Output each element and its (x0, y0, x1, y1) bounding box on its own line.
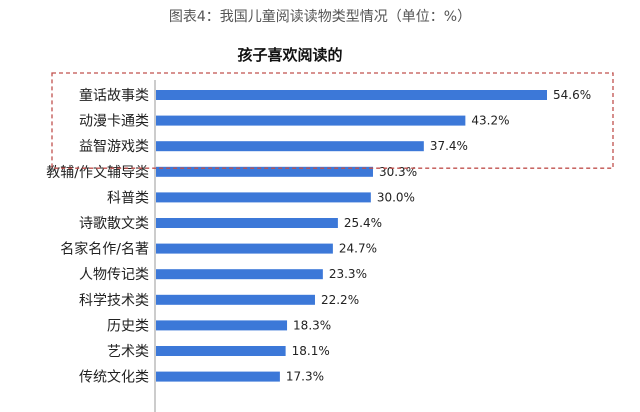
value-label: 37.4% (430, 139, 468, 153)
value-label: 22.2% (321, 293, 359, 307)
category-label: 科学技术类 (79, 293, 149, 309)
bar (156, 192, 371, 203)
bar (156, 141, 424, 152)
category-label: 动漫卡通类 (79, 114, 149, 130)
bar (156, 90, 547, 100)
category-label: 诗歌散文类 (79, 216, 149, 232)
category-label: 传统文化类 (79, 370, 149, 386)
bar (156, 320, 288, 331)
category-label: 科普类 (107, 190, 149, 206)
category-label: 教辅/作文辅导类 (46, 165, 149, 181)
bar (156, 243, 333, 254)
highlight-box (51, 72, 614, 169)
value-label: 43.2% (471, 114, 509, 128)
category-label: 艺术类 (107, 344, 149, 360)
bar (156, 371, 280, 382)
value-label: 18.3% (293, 318, 331, 332)
chart-title: 孩子喜欢阅读的 (237, 46, 343, 64)
value-label: 24.7% (339, 242, 377, 256)
bar (156, 346, 286, 356)
value-label: 23.3% (329, 267, 367, 281)
value-label: 30.3% (379, 165, 417, 179)
category-label: 历史类 (107, 318, 149, 334)
category-label: 童话故事类 (79, 87, 149, 104)
category-label: 益智游戏类 (79, 139, 149, 155)
bar (156, 166, 373, 177)
bar (156, 218, 338, 228)
bar (156, 269, 323, 280)
bar (156, 294, 315, 305)
value-label: 18.1% (292, 344, 330, 358)
figure-caption: 图表4：我国儿童阅读读物类型情况（单位：%） (168, 9, 472, 25)
value-label: 30.0% (377, 190, 415, 204)
value-label: 54.6% (553, 88, 591, 102)
value-label: 25.4% (344, 216, 382, 230)
category-label: 人物传记类 (79, 267, 149, 283)
value-label: 17.3% (286, 370, 324, 384)
bar (156, 115, 466, 126)
category-label: 名家名作/名著 (60, 241, 149, 258)
